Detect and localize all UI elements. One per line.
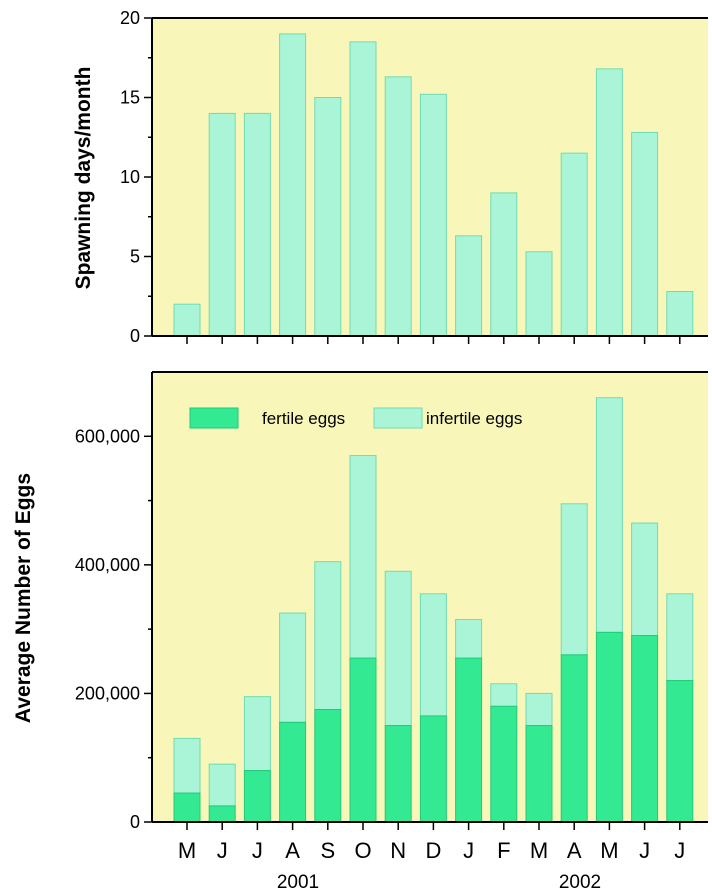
spawning-bar <box>666 290 694 337</box>
fertile-bar <box>208 805 236 823</box>
spawning-bar <box>631 131 659 337</box>
fertile-bar <box>419 715 447 823</box>
fertile-bar <box>595 631 623 823</box>
infertile-bar <box>314 561 342 711</box>
infertile-bar <box>173 737 201 794</box>
eggs-chart: 0 200,000 400,000 600,000 Average Number of… <box>12 371 708 893</box>
fertile-bar <box>349 657 377 823</box>
legend-label-fertile: fertile eggs <box>262 409 345 428</box>
spawning-y-axis-label: Spawning days/month <box>72 67 95 290</box>
infertile-bar <box>560 503 588 656</box>
eggs-y-tick-label: 200,000 <box>75 683 140 703</box>
spawning-bar <box>455 235 483 337</box>
infertile-bar <box>243 696 271 772</box>
spawning-bar <box>490 192 518 337</box>
infertile-bar <box>490 683 518 707</box>
year-label-2001: 2001 <box>277 872 319 893</box>
month-label: M <box>600 838 618 863</box>
spawning-bar <box>243 112 271 337</box>
spawning-chart: 0 5 10 15 20 Spawning days/month <box>72 8 708 346</box>
legend-swatch-infertile <box>373 407 423 429</box>
spawning-y-tick-label: 15 <box>120 88 140 108</box>
spawning-bar <box>560 152 588 337</box>
month-label: J <box>217 838 228 863</box>
spawning-bar <box>419 93 447 337</box>
month-label: J <box>463 838 474 863</box>
spawning-bar <box>525 251 553 337</box>
infertile-bar <box>631 522 659 637</box>
month-label: S <box>320 838 335 863</box>
fertile-bar <box>560 654 588 823</box>
spawning-y-tick-label: 5 <box>130 247 140 267</box>
fertile-bar <box>384 725 412 823</box>
spawning-axes: 0 5 10 15 20 <box>120 8 708 346</box>
infertile-bar <box>525 692 553 727</box>
month-label: D <box>425 838 441 863</box>
spawning-y-tick-label: 0 <box>130 326 140 346</box>
eggs-bars <box>173 397 694 823</box>
spawning-bar <box>349 41 377 337</box>
spawning-bar <box>208 112 236 337</box>
month-label: J <box>639 838 650 863</box>
spawning-y-tick-label: 10 <box>120 167 140 187</box>
infertile-bar <box>349 455 377 659</box>
year-label-2002: 2002 <box>559 872 601 893</box>
eggs-axes: 0 200,000 400,000 600,000 <box>75 371 708 832</box>
spawning-bar <box>314 97 342 337</box>
spawning-y-tick-label: 20 <box>120 8 140 28</box>
infertile-bar <box>666 593 694 682</box>
spawning-bar <box>173 303 201 337</box>
month-label: A <box>567 838 582 863</box>
spawning-bars <box>173 33 694 337</box>
fertile-bar <box>631 635 659 823</box>
infertile-bar <box>384 570 412 727</box>
eggs-y-tick-label: 400,000 <box>75 555 140 575</box>
spawning-bar <box>595 68 623 337</box>
month-label: N <box>390 838 406 863</box>
infertile-bar <box>419 593 447 717</box>
fertile-bar <box>243 770 271 823</box>
infertile-bar <box>595 397 623 633</box>
month-label: J <box>674 838 685 863</box>
spawning-bar <box>384 76 412 337</box>
eggs-y-tick-label: 600,000 <box>75 426 140 446</box>
legend-label-infertile: infertile eggs <box>426 409 522 428</box>
fertile-bar <box>666 680 694 823</box>
fertile-bar <box>490 705 518 823</box>
spawning-bar <box>279 33 307 337</box>
fertile-bar <box>314 709 342 823</box>
fertile-bar <box>173 792 201 823</box>
month-label: A <box>285 838 300 863</box>
month-label: M <box>178 838 196 863</box>
eggs-y-tick-label: 0 <box>130 812 140 832</box>
month-label: M <box>530 838 548 863</box>
infertile-bar <box>279 612 307 723</box>
month-label: J <box>252 838 263 863</box>
fertile-bar <box>455 657 483 823</box>
legend: fertile eggs infertile eggs <box>189 407 522 429</box>
infertile-bar <box>455 619 483 659</box>
month-label: O <box>354 838 371 863</box>
legend-swatch-fertile <box>189 407 239 429</box>
month-label: F <box>497 838 510 863</box>
infertile-bar <box>208 763 236 807</box>
fertile-bar <box>279 721 307 823</box>
eggs-y-axis-label: Average Number of Eggs <box>12 473 35 723</box>
fertile-bar <box>525 725 553 823</box>
